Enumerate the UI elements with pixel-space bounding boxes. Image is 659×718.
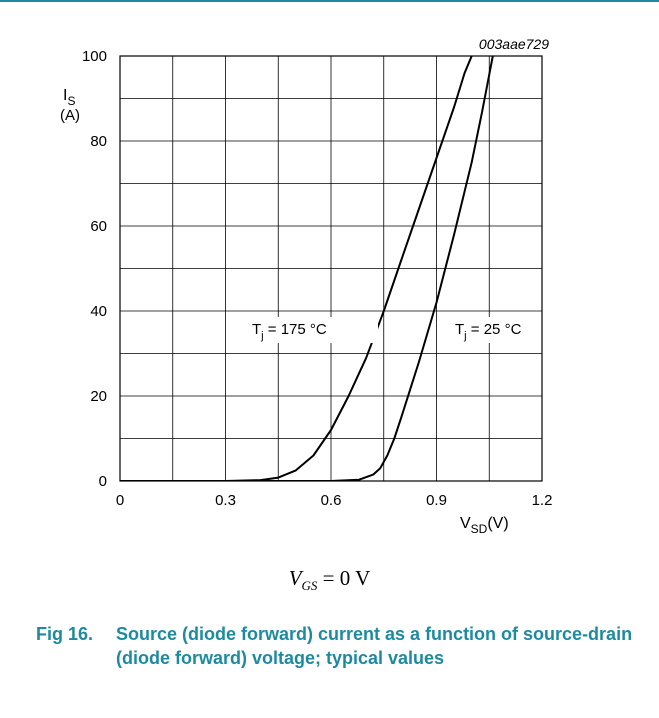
y-tick-label: 100: [82, 48, 107, 65]
y-tick-label: 0: [99, 473, 107, 490]
curve-labels: Tj = 175 °C Tj = 25 °C: [248, 317, 537, 343]
x-tick-labels: 0 0.3 0.6 0.9 1.2: [116, 492, 553, 509]
y-tick-label: 40: [90, 303, 107, 320]
x-axis-label: VSD(V): [460, 515, 509, 536]
series-line-1: [120, 56, 473, 481]
x-tick-label: 1.2: [532, 492, 553, 509]
series-label-2: Tj = 25 °C: [455, 321, 522, 342]
series-label-bg: [451, 317, 537, 343]
figure-caption: Fig 16. Source (diode forward) current a…: [36, 622, 636, 670]
series-line-2: [120, 56, 494, 481]
top-rule: [0, 0, 659, 2]
y-tick-label: 60: [90, 218, 107, 235]
y-axis-unit: (A): [60, 107, 80, 124]
x-tick-label: 0.3: [215, 492, 236, 509]
y-axis-label: IS: [63, 87, 75, 108]
figure-number: Fig 16.: [36, 624, 94, 644]
series-label-bg: [248, 317, 378, 343]
x-tick-label: 0.6: [321, 492, 342, 509]
y-tick-label: 20: [90, 388, 107, 405]
series-label-1: Tj = 175 °C: [252, 321, 327, 342]
y-tick-labels: 0 20 40 60 80 100: [82, 48, 107, 490]
curves: [120, 56, 494, 481]
x-tick-label: 0: [116, 492, 124, 509]
figure-caption-text: Source (diode forward) current as a func…: [116, 624, 633, 668]
figure-code: 003aae729: [479, 36, 549, 52]
y-tick-label: 80: [90, 133, 107, 150]
x-tick-label: 0.9: [426, 492, 447, 509]
test-condition: VGS = 0 V: [288, 566, 371, 594]
grid: [120, 56, 542, 481]
